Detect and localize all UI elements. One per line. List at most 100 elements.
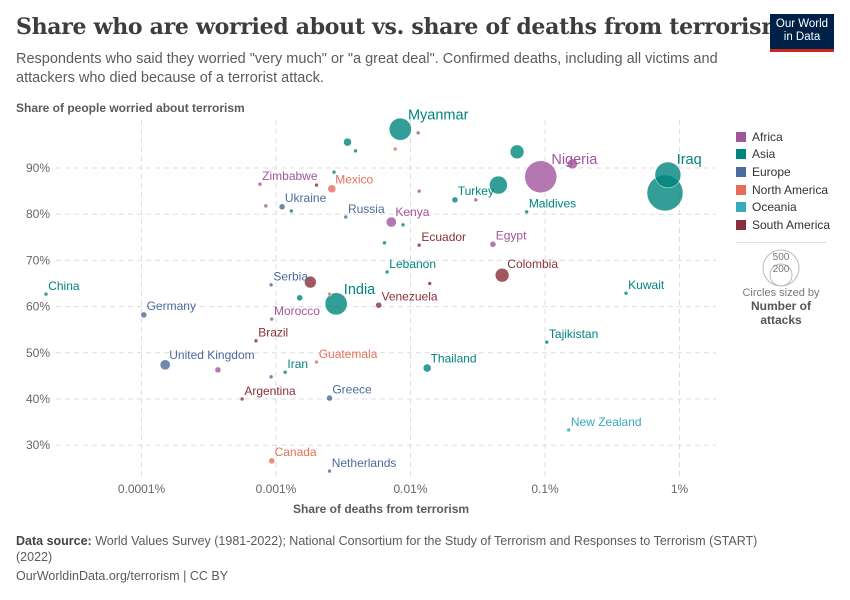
legend-swatch bbox=[736, 131, 746, 142]
data-point-kuwait bbox=[623, 290, 629, 296]
data-point-venezuela bbox=[375, 301, 382, 309]
y-tick-label: 40% bbox=[26, 392, 50, 406]
data-point-new-zealand bbox=[566, 427, 571, 433]
data-point-africa bbox=[567, 158, 578, 170]
data-point-ukraine bbox=[278, 203, 286, 211]
data-point-india bbox=[324, 292, 348, 316]
point-label: United Kingdom bbox=[169, 348, 254, 362]
data-point-brazil bbox=[253, 338, 259, 344]
legend-item[interactable]: Asia bbox=[736, 146, 830, 164]
data-point-africa bbox=[415, 130, 421, 136]
size-legend-variable: Number of attacks bbox=[751, 299, 811, 327]
data-point-iran bbox=[282, 369, 288, 375]
data-point-north-america bbox=[392, 146, 398, 152]
data-point-africa bbox=[416, 188, 422, 194]
point-label: Netherlands bbox=[332, 456, 397, 470]
legend-item[interactable]: Africa bbox=[736, 128, 830, 146]
point-label: Ecuador bbox=[421, 230, 466, 244]
point-label: Colombia bbox=[507, 257, 558, 271]
point-label: Serbia bbox=[273, 270, 308, 284]
data-point-mexico bbox=[327, 184, 337, 194]
footer-source: Data source: World Values Survey (1981-2… bbox=[16, 533, 796, 565]
point-label: Maldives bbox=[529, 197, 576, 211]
point-label: Nigeria bbox=[551, 152, 598, 168]
size-legend: 500 200 Circles sized by Number of attac… bbox=[736, 242, 826, 327]
data-point-turkey bbox=[451, 196, 459, 204]
region-legend: Africa Asia Europe North America Oceania Sout… bbox=[736, 128, 830, 234]
data-point-united-kingdom bbox=[159, 359, 171, 371]
x-tick-label: 0.1% bbox=[531, 482, 559, 496]
point-label: Tajikistan bbox=[549, 327, 598, 341]
legend-swatch bbox=[736, 184, 746, 195]
y-tick-label: 50% bbox=[26, 346, 50, 360]
legend-swatch bbox=[736, 149, 746, 160]
data-point-asia bbox=[296, 294, 303, 302]
point-label: Brazil bbox=[258, 326, 288, 340]
point-label: Greece bbox=[332, 382, 372, 396]
legend-item[interactable]: South America bbox=[736, 216, 830, 234]
point-label: Turkey bbox=[458, 184, 494, 198]
legend-label: Europe bbox=[752, 164, 791, 179]
legend-item[interactable]: Europe bbox=[736, 163, 830, 181]
y-tick-label: 90% bbox=[26, 161, 50, 175]
data-point-europe bbox=[268, 374, 274, 380]
data-point-serbia bbox=[268, 282, 274, 288]
point-label: Kuwait bbox=[628, 278, 665, 292]
legend-item[interactable]: Oceania bbox=[736, 198, 830, 216]
data-point-morocco bbox=[269, 316, 275, 322]
data-point-thailand bbox=[422, 363, 432, 373]
chart-subtitle: Respondents who said they worried "very … bbox=[16, 51, 718, 86]
data-point-argentina bbox=[239, 396, 245, 402]
data-point-kenya bbox=[385, 216, 397, 228]
y-tick-label: 80% bbox=[26, 207, 50, 221]
data-point-tajikistan bbox=[544, 339, 549, 345]
legend-swatch bbox=[736, 202, 746, 213]
source-text: World Values Survey (1981-2022); Nationa… bbox=[16, 534, 758, 564]
point-label: Thailand bbox=[431, 352, 477, 366]
data-point-asia bbox=[509, 144, 525, 160]
data-point-africa bbox=[473, 197, 479, 203]
x-tick-label: 1% bbox=[671, 482, 689, 496]
data-point-asia bbox=[353, 148, 358, 154]
point-label: Iraq bbox=[677, 152, 702, 168]
source-label: Data source: bbox=[16, 534, 92, 548]
data-point-ecuador bbox=[416, 242, 422, 248]
legend-label: Asia bbox=[752, 147, 776, 162]
point-label: Iran bbox=[287, 357, 308, 371]
point-label: Ukraine bbox=[285, 191, 327, 205]
point-label: China bbox=[48, 279, 80, 293]
data-point-nigeria bbox=[524, 160, 558, 194]
point-label: Egypt bbox=[496, 228, 527, 242]
legend-item[interactable]: North America bbox=[736, 181, 830, 199]
data-point-netherlands bbox=[327, 468, 332, 474]
data-point-asia bbox=[331, 169, 337, 175]
data-point-egypt bbox=[489, 240, 497, 248]
data-point-south-america bbox=[427, 281, 432, 286]
data-point-germany bbox=[140, 311, 148, 319]
data-point-zimbabwe bbox=[257, 181, 263, 187]
point-label: India bbox=[344, 282, 376, 298]
y-tick-label: 60% bbox=[26, 300, 50, 314]
data-point-maldives bbox=[524, 209, 529, 215]
legend-label: South America bbox=[752, 217, 831, 232]
data-point-myanmar bbox=[388, 117, 412, 141]
owid-logo[interactable]: Our World in Data bbox=[770, 14, 834, 52]
data-point-guatemala bbox=[314, 359, 319, 365]
data-point-asia bbox=[400, 222, 406, 228]
legend-swatch bbox=[736, 219, 746, 230]
data-point-china bbox=[43, 291, 49, 297]
point-label: Germany bbox=[147, 299, 196, 313]
data-point-asia bbox=[289, 208, 294, 214]
footer-url[interactable]: OurWorldinData.org/terrorism | CC BY bbox=[16, 569, 229, 583]
data-point-africa bbox=[263, 203, 269, 209]
data-point-south-america bbox=[314, 182, 319, 188]
point-label: New Zealand bbox=[571, 415, 642, 429]
point-label: Zimbabwe bbox=[262, 169, 318, 183]
point-label: Lebanon bbox=[389, 257, 436, 271]
data-point-russia bbox=[343, 214, 348, 220]
y-tick-label: 70% bbox=[26, 253, 50, 267]
point-label: Kenya bbox=[395, 205, 429, 219]
x-axis-label: Share of deaths from terrorism bbox=[293, 502, 470, 516]
data-point-south-america bbox=[304, 275, 317, 289]
legend-label: Oceania bbox=[752, 200, 797, 215]
